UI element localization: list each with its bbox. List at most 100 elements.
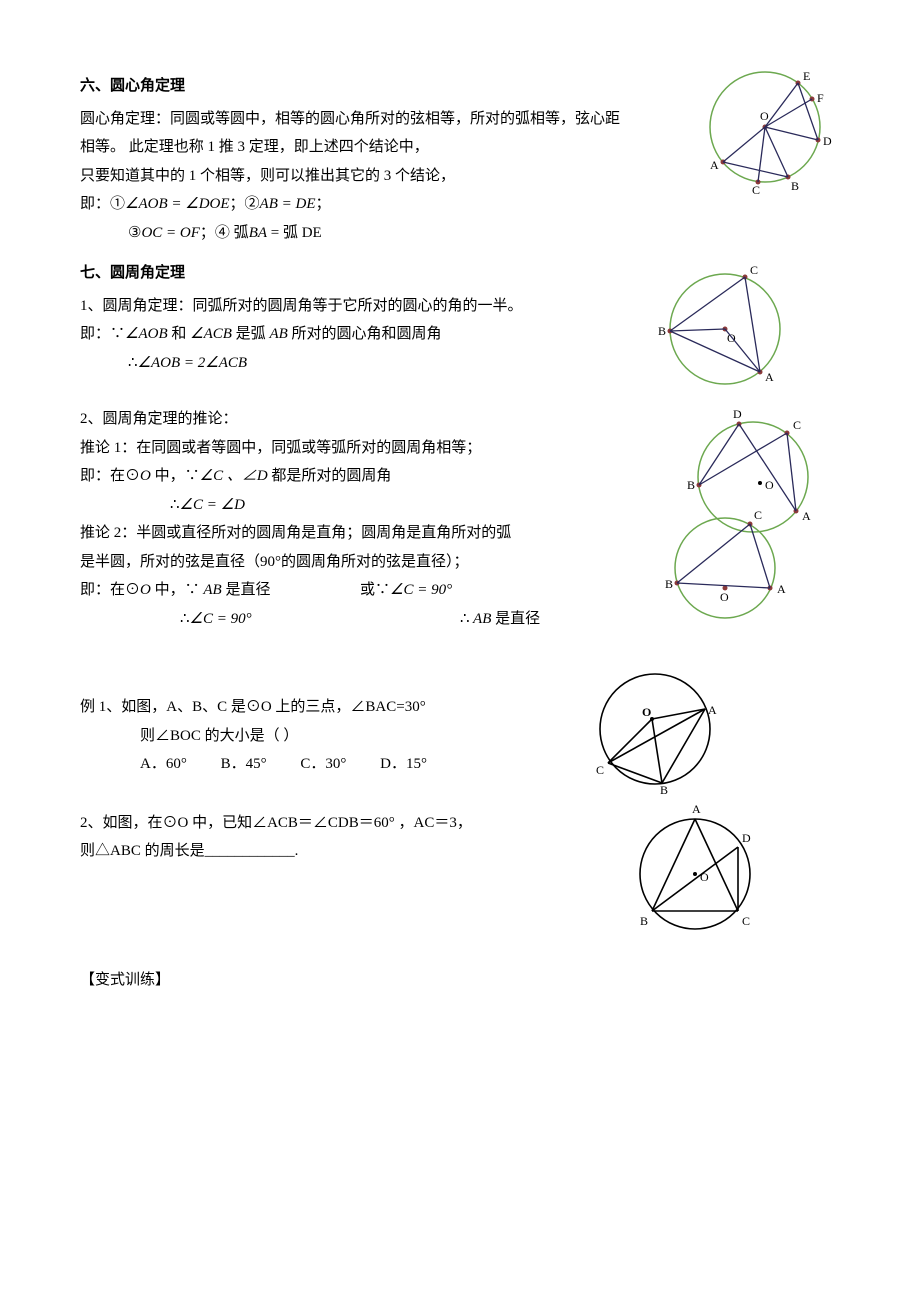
s7-text1: 1、圆周角定理：同弧所对的圆周角等于它所对的圆心的角的一半。 即：∵∠AOB 和… xyxy=(80,292,640,378)
s7-cor2r1a: 即：在⊙ xyxy=(80,582,140,598)
example-2-block: O A D B C 2、如图，在⊙O 中，已知∠ACB＝∠CDB＝60° ，AC… xyxy=(80,809,840,866)
figure-ex1: O A C B xyxy=(580,661,730,812)
s7-p2e: 是弧 xyxy=(236,326,266,342)
svg-text:B: B xyxy=(665,577,673,591)
s7-cor2r1g: ∠C = 90° xyxy=(390,582,452,598)
svg-text:O: O xyxy=(720,590,729,604)
s7-p2d: ∠ACB xyxy=(186,326,235,342)
ex2-line1: 2、如图，在⊙O 中，已知∠ACB＝∠CDB＝60° ，AC＝3， xyxy=(80,809,600,838)
s7-cor2p1: 推论 2：半圆或直径所对的圆周角是直角；圆周角是直角所对的弧 xyxy=(80,519,640,548)
s7-cor1eq-b: ∠C = ∠D xyxy=(180,497,245,513)
s7-cor2-row2: ∴∠C = 90° ∴ AB 是直径 xyxy=(80,605,640,634)
s7-cor2r2b: ∠C = 90° xyxy=(190,611,252,627)
section-6-block: 六、圆心角定理 O E F D B C A xyxy=(80,72,840,247)
figure-7-3: O B A C xyxy=(650,503,800,639)
s7-cor1p2b: O xyxy=(140,468,151,484)
svg-text:C: C xyxy=(793,418,801,432)
svg-text:D: D xyxy=(823,134,832,148)
svg-text:O: O xyxy=(765,478,774,492)
s6-eq2: ③OC = OF；④ 弧BA = 弧 DE xyxy=(80,219,640,248)
s7-cor2r1d: AB xyxy=(200,582,226,598)
s7-cor2r2a: ∴ xyxy=(180,611,190,627)
s7-corTitle: 2、圆周角定理的推论： xyxy=(80,405,640,434)
s7-cor2-text: 推论 2：半圆或直径所对的圆周角是直角；圆周角是直角所对的弧 是半圆，所对的弦是… xyxy=(80,519,640,633)
ex1-line2: 则∠BOC 的大小是（ ） xyxy=(80,722,580,751)
s6-p3: 只要知道其中的 1 个相等，则可以推出其它的 3 个结论， xyxy=(80,162,640,191)
s7-p3a: ∴ xyxy=(128,355,138,371)
svg-text:A: A xyxy=(692,802,701,816)
svg-text:B: B xyxy=(658,324,666,338)
s7-p2f: AB xyxy=(266,326,292,342)
s7-cor2p2: 是半圆，所对的弦是直径（90°的圆周角所对的弦是直径）； xyxy=(80,548,640,577)
s6-eq1d: AB = DE xyxy=(260,196,316,212)
svg-text:C: C xyxy=(742,914,750,928)
s7-cor1p1: 推论 1：在同圆或者等圆中，同弧或等弧所对的圆周角相等； xyxy=(80,434,640,463)
s7-p2g: 所对的圆心角和圆周角 xyxy=(292,326,442,342)
svg-text:F: F xyxy=(817,91,824,105)
s7-cor1eq: ∴∠C = ∠D xyxy=(80,491,640,520)
s6-eq2c: ；④ 弧 xyxy=(200,225,249,241)
svg-text:O: O xyxy=(760,109,769,123)
svg-text:C: C xyxy=(750,263,758,277)
svg-text:C: C xyxy=(752,183,760,197)
ex2-line2: 则△ABC 的周长是____________. xyxy=(80,837,600,866)
s6-eq1a: 即：① xyxy=(80,196,125,212)
s7-p2a: 即：∵ xyxy=(80,326,125,342)
s7-cor2r1f: 或∵ xyxy=(360,582,390,598)
ex1-options: A．60° B．45° C．30° D．15° xyxy=(80,750,580,779)
figure-ex2: O A D B C xyxy=(620,799,770,955)
s7-cor1p2e: 都是所对的圆周角 xyxy=(271,468,391,484)
s7-cor2r1e: 是直径 xyxy=(225,582,270,598)
s6-eq1e: ； xyxy=(316,196,331,212)
s7-cor-text: 2、圆周角定理的推论： 推论 1：在同圆或者等圆中，同弧或等弧所对的圆周角相等；… xyxy=(80,405,640,519)
s7-cor1p2c: 中，∵ xyxy=(151,468,200,484)
s7-p3: ∴∠AOB = 2∠ACB xyxy=(80,349,640,378)
s7-p1: 1、圆周角定理：同弧所对的圆周角等于它所对的圆心的角的一半。 xyxy=(80,292,640,321)
s7-p2c: 和 xyxy=(168,326,187,342)
s6-p2: 相等。 此定理也称 1 推 3 定理，即上述四个结论中， xyxy=(80,133,640,162)
svg-text:A: A xyxy=(708,703,717,717)
s6-eq1: 即：①∠AOB = ∠DOE；②AB = DE； xyxy=(80,190,640,219)
svg-text:C: C xyxy=(754,508,762,522)
s7-cor2-row1: 即：在⊙O 中，∵ AB 是直径 或∵∠C = 90° xyxy=(80,576,640,605)
s7-cor1p2d: ∠C 、∠D xyxy=(200,468,272,484)
s6-eq2a: ③ xyxy=(128,225,141,241)
svg-text:E: E xyxy=(803,69,810,83)
ex1-optC: C．30° xyxy=(300,750,346,779)
svg-text:B: B xyxy=(660,783,668,797)
s6-p1: 圆心角定理：同圆或等圆中，相等的圆心角所对的弦相等，所对的弧相等，弦心距 xyxy=(80,105,640,134)
s7-cor2r1c: 中，∵ xyxy=(151,582,200,598)
ex1-optB: B．45° xyxy=(221,750,267,779)
svg-text:B: B xyxy=(640,914,648,928)
s7-p3b: ∠AOB = 2∠ACB xyxy=(138,355,248,371)
ex1-text: 例 1、如图，A、B、C 是⊙O 上的三点，∠BAC=30° 则∠BOC 的大小… xyxy=(80,693,580,779)
s7-cor2r1b: O xyxy=(140,582,151,598)
s7-cor2-block: O B A C 推论 2：半圆或直径所对的圆周角是直角；圆周角是直角所对的弧 是… xyxy=(80,519,840,633)
s7-cor-block: O D C B A xyxy=(80,405,840,519)
svg-text:C: C xyxy=(596,763,604,777)
svg-text:B: B xyxy=(791,179,799,193)
s6-text: 圆心角定理：同圆或等圆中，相等的圆心角所对的弦相等，所对的弧相等，弦心距 相等。… xyxy=(80,105,640,248)
s6-eq2e: = 弧 DE xyxy=(267,225,322,241)
ex1-line1: 例 1、如图，A、B、C 是⊙O 上的三点，∠BAC=30° xyxy=(80,693,580,722)
section-7-block: 七、圆周角定理 O C B A 1、圆周角定理：同弧所对的圆周角等于它所 xyxy=(80,259,840,633)
s7-cor1eq-a: ∴ xyxy=(170,497,180,513)
ex2-text: 2、如图，在⊙O 中，已知∠ACB＝∠CDB＝60° ，AC＝3， 则△ABC … xyxy=(80,809,600,866)
s7-p2: 即：∵∠AOB 和 ∠ACB 是弧 AB 所对的圆心角和圆周角 xyxy=(80,320,640,349)
example-1-block: O A C B 例 1、如图，A、B、C 是⊙O 上的三点，∠BAC=30° 则… xyxy=(80,693,840,779)
svg-text:A: A xyxy=(777,582,786,596)
s6-eq2d: BA xyxy=(249,225,267,241)
s6-eq1c: ；② xyxy=(230,196,260,212)
s7-cor1p2: 即：在⊙O 中，∵∠C 、∠D 都是所对的圆周角 xyxy=(80,462,640,491)
svg-text:B: B xyxy=(687,478,695,492)
s7-cor2r2c: ∴ xyxy=(460,611,470,627)
svg-text:D: D xyxy=(742,831,751,845)
figure-6: O E F D B C A xyxy=(690,52,840,213)
s6-eq2b: OC = OF xyxy=(141,225,199,241)
svg-text:O: O xyxy=(642,705,651,719)
svg-text:A: A xyxy=(710,158,719,172)
ex1-optA: A．60° xyxy=(140,750,187,779)
ex1-optD: D．15° xyxy=(380,750,427,779)
svg-text:D: D xyxy=(733,407,742,421)
s7-cor1p2a: 即：在⊙ xyxy=(80,468,140,484)
